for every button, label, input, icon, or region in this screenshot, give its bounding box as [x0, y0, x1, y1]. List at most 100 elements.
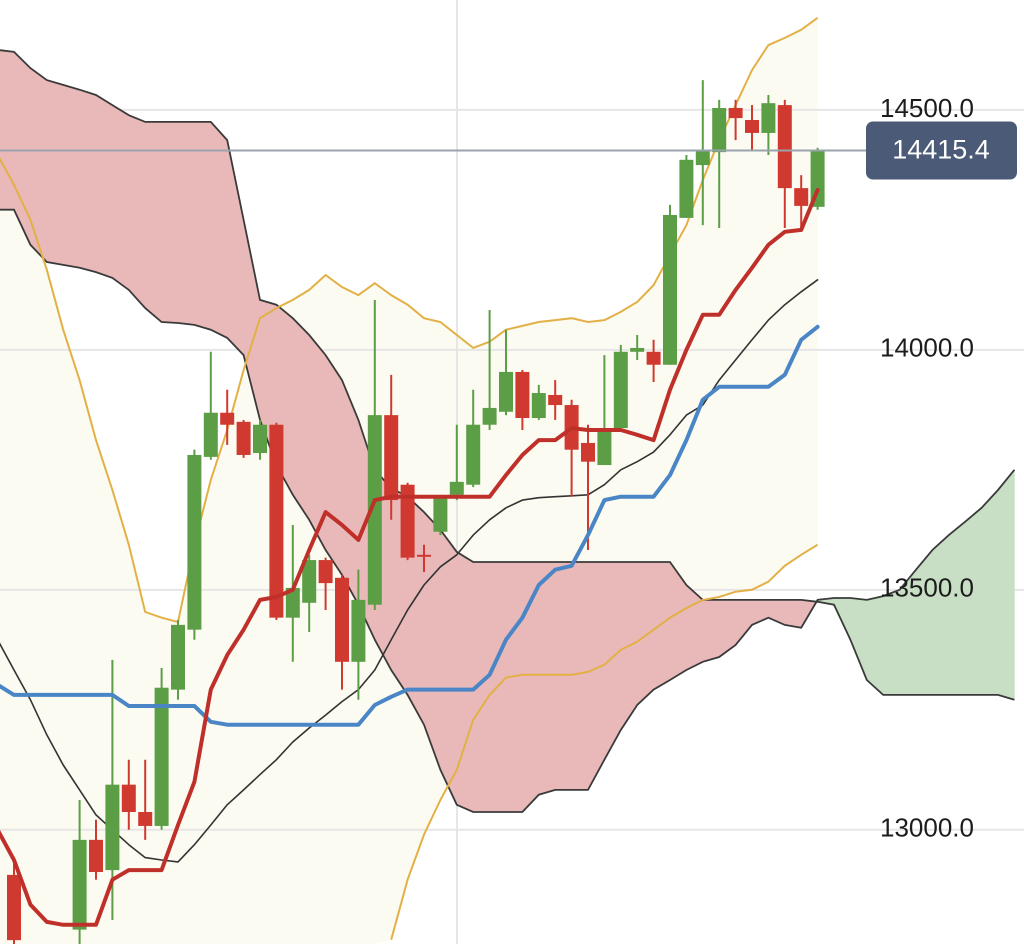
candle-body — [499, 371, 513, 412]
indicator-line — [0, 324, 820, 727]
last-price-label: 14415.4 — [892, 135, 990, 165]
candle-body — [302, 560, 317, 603]
candle-body — [105, 784, 120, 871]
candle-body — [449, 481, 464, 495]
cloud-fill — [62, 84, 80, 269]
cloud-fill — [718, 599, 736, 658]
candle-body — [220, 412, 235, 425]
candle-body — [89, 839, 103, 873]
candle-body — [581, 442, 595, 462]
candles-layer — [7, 80, 825, 944]
indicator-line — [0, 188, 820, 927]
cloud-fill — [128, 114, 146, 309]
cloud-layer — [0, 49, 1016, 813]
candle-body — [630, 347, 645, 352]
cloud-fill — [538, 561, 556, 796]
cloud-fill — [997, 468, 1015, 701]
candle-body — [400, 484, 415, 558]
cloud-fill — [636, 561, 654, 706]
cloud-fill — [292, 317, 310, 521]
y-tick-label: 13000.0 — [880, 813, 974, 843]
candle-body — [728, 107, 743, 119]
candle-body — [367, 415, 382, 605]
cloud-fill — [456, 551, 474, 813]
candle-body — [236, 421, 251, 455]
candle-body — [466, 424, 481, 485]
candle-body — [318, 560, 333, 584]
band-upper — [0, 16, 819, 624]
candle-body — [663, 215, 677, 365]
cloud-fill — [587, 561, 605, 791]
cloud-span-a — [0, 208, 1016, 813]
cloud-fill — [784, 599, 802, 629]
cloud-fill — [226, 140, 244, 356]
labels-layer: 13000.0 13500.0 14000.0 14500.0 14415.4 — [866, 93, 1017, 843]
candle-body — [351, 599, 366, 662]
candle-body — [712, 107, 727, 153]
cloud-fill — [161, 121, 179, 324]
candle-body — [433, 496, 448, 532]
indicator-layer — [0, 149, 866, 927]
candle-body — [745, 119, 759, 133]
candle-body — [548, 394, 563, 406]
cloud-fill — [850, 597, 868, 681]
cloud-fill — [702, 599, 720, 663]
cloud-fill — [735, 599, 753, 646]
indicator-line — [0, 279, 819, 863]
candle-body — [72, 839, 87, 930]
candle-body — [794, 188, 809, 206]
candle-body — [679, 159, 694, 218]
cloud-fill — [948, 521, 966, 696]
cloud-fill — [866, 595, 884, 696]
cloud-fill — [0, 49, 15, 211]
band-fill — [0, 17, 818, 944]
candle-body — [154, 687, 169, 826]
cloud-fill — [505, 561, 523, 813]
cloud-fill — [981, 489, 999, 696]
cloud-fill — [112, 104, 130, 291]
cloud-fill — [653, 561, 671, 691]
candle-body — [285, 587, 300, 618]
band-layer — [0, 17, 818, 944]
cloud-fill — [932, 534, 950, 696]
cloud-fill — [325, 354, 343, 576]
cloud-fill — [95, 94, 113, 279]
candle-body — [482, 407, 497, 425]
candle-body — [417, 554, 431, 557]
candle-body — [121, 784, 136, 813]
cloud-fill — [79, 89, 97, 273]
band-lower — [390, 543, 819, 940]
cloud-fill — [210, 121, 228, 339]
y-tick-label: 14500.0 — [880, 93, 974, 123]
cloud-fill — [144, 121, 162, 323]
cloud-fill — [604, 561, 622, 760]
candle-body — [597, 428, 612, 466]
lines-layer — [0, 16, 819, 940]
candle-body — [646, 351, 661, 365]
cloud-fill — [571, 561, 589, 791]
candle-body — [7, 874, 21, 941]
cloud-fill — [177, 121, 195, 326]
cloud-fill — [194, 121, 212, 331]
candle-body — [253, 424, 267, 454]
cloud-fill — [440, 528, 458, 805]
y-tick-label: 14000.0 — [880, 333, 974, 363]
candle-body — [531, 393, 546, 419]
cloud-span-b — [0, 49, 1015, 701]
cloud-fill — [882, 589, 900, 696]
last-price-badge — [866, 121, 1017, 180]
candle-body — [335, 577, 349, 662]
candle-body — [203, 412, 218, 457]
candle-body — [777, 105, 792, 189]
candle-body — [810, 150, 825, 207]
candle-body — [761, 103, 776, 133]
cloud-fill — [30, 67, 48, 263]
candle-body — [171, 624, 185, 690]
candle-body — [695, 149, 710, 166]
candle-body — [515, 371, 530, 419]
candle-body — [384, 415, 399, 501]
y-tick-label: 13500.0 — [880, 573, 974, 603]
candle-body — [138, 812, 153, 826]
candle-body — [269, 424, 284, 618]
